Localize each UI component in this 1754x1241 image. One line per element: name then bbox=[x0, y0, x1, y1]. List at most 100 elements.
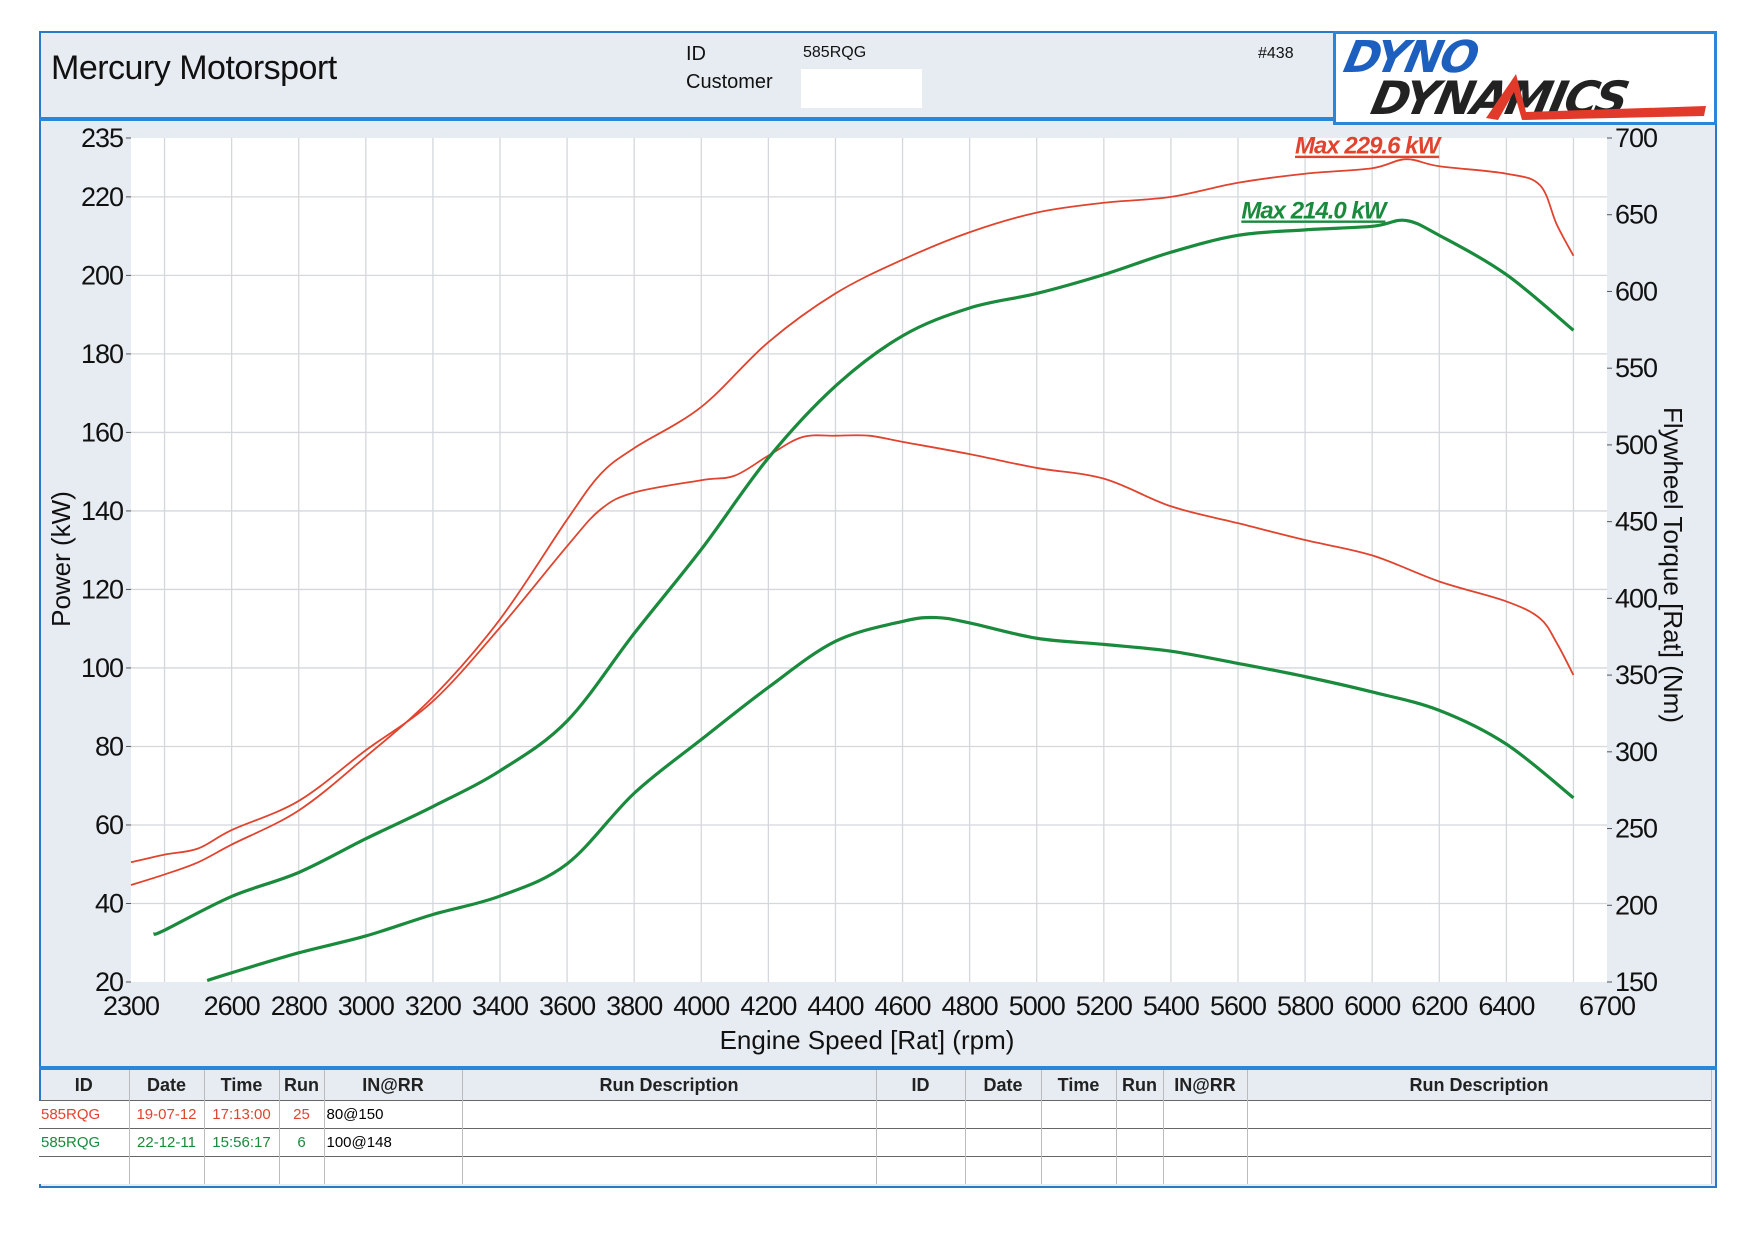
cell-empty bbox=[876, 1128, 966, 1157]
x-tick-label: 5400 bbox=[1143, 991, 1199, 1021]
id-value: 585RQG bbox=[803, 44, 867, 61]
x-tick-label: 4800 bbox=[942, 991, 998, 1021]
report-header: Mercury Motorsport ID 585RQG Customer #4… bbox=[39, 31, 1333, 121]
y2-tick-label: 150 bbox=[1615, 967, 1657, 997]
run-25-torque-line bbox=[130, 434, 1575, 864]
y-tick-label: 120 bbox=[81, 574, 123, 604]
x-tick-label: 2800 bbox=[271, 991, 327, 1021]
cell-time: 17:13:00 bbox=[204, 1100, 280, 1129]
table-row[interactable]: 585RQG 22-12-11 15:56:17 6 100@148 bbox=[39, 1128, 1712, 1157]
cell-empty bbox=[1116, 1128, 1164, 1157]
cell-empty bbox=[1247, 1100, 1712, 1129]
table-header-row: ID Date Time Run IN@RR Run Description I… bbox=[39, 1070, 1712, 1101]
y-tick-label: 160 bbox=[81, 417, 123, 447]
cell-run: 25 bbox=[279, 1100, 325, 1129]
x-tick-label: 4400 bbox=[807, 991, 863, 1021]
y-tick-label: 60 bbox=[95, 810, 123, 840]
y-axis-label: Power (kW) bbox=[46, 491, 76, 627]
y2-tick-label: 650 bbox=[1615, 200, 1657, 230]
cell-id: 585RQG bbox=[39, 1100, 130, 1129]
x-tick-label: 6200 bbox=[1411, 991, 1467, 1021]
cell-desc bbox=[462, 1128, 877, 1157]
cell-empty bbox=[965, 1128, 1042, 1157]
col-date-2: Date bbox=[965, 1070, 1042, 1101]
cell-empty bbox=[1041, 1128, 1117, 1157]
cell-desc bbox=[462, 1100, 877, 1129]
run-6-power-line bbox=[152, 218, 1575, 936]
x-tick-label: 3600 bbox=[539, 991, 595, 1021]
cell-time: 15:56:17 bbox=[204, 1128, 280, 1157]
table-row[interactable]: 585RQG 19-07-12 17:13:00 25 80@150 bbox=[39, 1100, 1712, 1129]
y2-tick-label: 600 bbox=[1615, 276, 1657, 306]
col-id: ID bbox=[39, 1070, 130, 1101]
x-tick-label: 5600 bbox=[1210, 991, 1266, 1021]
col-id-2: ID bbox=[876, 1070, 966, 1101]
logo-line1: DYNO bbox=[1340, 34, 1483, 83]
axis-ticks: 2300 2600 2800 3000 3200 3400 3600 3800 4000 4200… bbox=[81, 123, 1658, 1021]
y2-tick-label: 500 bbox=[1615, 430, 1657, 460]
grid bbox=[131, 138, 1607, 982]
cell-empty bbox=[965, 1100, 1042, 1129]
cell-empty bbox=[1041, 1100, 1117, 1129]
x-tick-label: 3800 bbox=[606, 991, 662, 1021]
y-tick-label: 200 bbox=[81, 260, 123, 290]
cell-date: 22-12-11 bbox=[129, 1128, 205, 1157]
col-run: Run bbox=[279, 1070, 325, 1101]
x-tick-label: 6400 bbox=[1478, 991, 1534, 1021]
x-tick-label: 6000 bbox=[1344, 991, 1400, 1021]
y-tick-label: 100 bbox=[81, 653, 123, 683]
y2-axis-label: Flywheel Torque [Rat] (Nm) bbox=[1658, 407, 1688, 723]
y2-tick-label: 300 bbox=[1615, 737, 1657, 767]
cell-empty bbox=[1163, 1128, 1248, 1157]
customer-value bbox=[801, 69, 922, 108]
y-tick-label: 235 bbox=[81, 123, 123, 153]
y-tick-label: 40 bbox=[95, 888, 123, 918]
plot-area bbox=[131, 138, 1607, 982]
id-label: ID bbox=[686, 43, 706, 65]
cell-empty bbox=[1116, 1100, 1164, 1129]
col-inrr-2: IN@RR bbox=[1163, 1070, 1248, 1101]
company-name: Mercury Motorsport bbox=[51, 49, 337, 87]
cell-empty bbox=[1163, 1100, 1248, 1129]
y2-tick-label: 700 bbox=[1615, 123, 1657, 153]
x-tick-label: 4200 bbox=[740, 991, 796, 1021]
table-row-empty bbox=[39, 1156, 1712, 1184]
x-tick-label: 5800 bbox=[1277, 991, 1333, 1021]
col-time: Time bbox=[204, 1070, 280, 1101]
x-tick-label: 2600 bbox=[204, 991, 260, 1021]
x-tick-label: 3400 bbox=[472, 991, 528, 1021]
max-power-annotation: Max 229.6 kW bbox=[1295, 133, 1442, 160]
y2-tick-label: 450 bbox=[1615, 507, 1657, 537]
y-tick-label: 80 bbox=[95, 731, 123, 761]
y-tick-label: 140 bbox=[81, 496, 123, 526]
dyno-dynamics-logo: DYNO DYNAMICS bbox=[1333, 31, 1717, 125]
run-6-torque-line bbox=[206, 615, 1575, 982]
y-tick-label: 20 bbox=[95, 967, 123, 997]
col-run-description-2: Run Description bbox=[1247, 1070, 1712, 1101]
col-inrr: IN@RR bbox=[324, 1070, 463, 1101]
y2-tick-label: 200 bbox=[1615, 890, 1657, 920]
customer-label: Customer bbox=[686, 71, 773, 93]
x-tick-label: 4000 bbox=[673, 991, 729, 1021]
run-25-power-line bbox=[130, 158, 1575, 886]
x-axis-label: Engine Speed [Rat] (rpm) bbox=[720, 1025, 1015, 1055]
col-time-2: Time bbox=[1041, 1070, 1117, 1101]
runs-table: ID Date Time Run IN@RR Run Description I… bbox=[39, 1066, 1717, 1184]
x-tick-label: 6700 bbox=[1579, 991, 1635, 1021]
report-number: #438 bbox=[1258, 45, 1294, 62]
x-tick-label: 5200 bbox=[1076, 991, 1132, 1021]
cell-empty bbox=[1247, 1128, 1712, 1157]
cell-run: 6 bbox=[279, 1128, 325, 1157]
y2-tick-label: 250 bbox=[1615, 814, 1657, 844]
col-run-2: Run bbox=[1116, 1070, 1164, 1101]
y2-tick-label: 550 bbox=[1615, 353, 1657, 383]
series-lines bbox=[130, 158, 1575, 982]
x-tick-label: 2300 bbox=[103, 991, 159, 1021]
y2-tick-label: 400 bbox=[1615, 583, 1657, 613]
x-tick-label: 4600 bbox=[875, 991, 931, 1021]
y2-tick-label: 350 bbox=[1615, 660, 1657, 690]
cell-inrr: 100@148 bbox=[324, 1128, 463, 1157]
y-tick-label: 220 bbox=[81, 182, 123, 212]
col-run-description: Run Description bbox=[462, 1070, 877, 1101]
